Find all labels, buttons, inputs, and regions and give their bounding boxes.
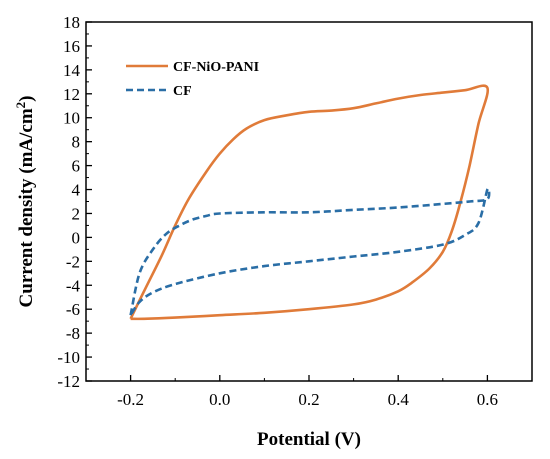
y-tick-label: 6	[72, 157, 81, 176]
y-tick-label: 12	[63, 85, 80, 104]
y-tick-label: -6	[66, 300, 80, 319]
y-axis-title-main: Current density (mA/cm	[16, 108, 37, 307]
y-tick-label: -4	[66, 276, 81, 295]
x-axis-ticks: -0.2 0.0 0.2 0.4 0.6	[85, 375, 533, 409]
x-tick-label: 0.2	[298, 390, 319, 409]
y-tick-label: 14	[63, 61, 81, 80]
y-tick-label: -8	[66, 324, 80, 343]
series-line-cf-nio-pani	[129, 84, 490, 321]
y-tick-label: 8	[72, 133, 81, 152]
x-tick-label: 0.0	[209, 390, 230, 409]
x-tick-label: 0.6	[477, 390, 498, 409]
y-axis-title: Current density (mA/cm2)	[13, 96, 38, 308]
y-tick-label: 4	[72, 181, 81, 200]
legend: CF-NiO-PANI CF	[126, 60, 259, 99]
legend-label-cf-nio-pani: CF-NiO-PANI	[173, 60, 259, 75]
y-tick-label: -2	[66, 252, 80, 271]
y-axis-ticks: -12 -10 -8 -6 -4 -2 0 2 4 6 8 10 12 14 16 18	[57, 13, 92, 391]
series-line-cf	[129, 187, 491, 316]
y-tick-label: 0	[72, 228, 81, 247]
y-axis-title-superscript: 2	[13, 102, 28, 109]
y-tick-label: 18	[63, 13, 80, 32]
x-tick-label: 0.4	[388, 390, 410, 409]
y-tick-label: -12	[57, 372, 80, 391]
y-tick-label: -10	[57, 348, 80, 367]
y-tick-label: 10	[63, 109, 80, 128]
y-tick-label: 2	[72, 204, 81, 223]
legend-label-cf: CF	[173, 84, 192, 99]
y-axis-title-close: )	[16, 96, 37, 102]
x-tick-label: -0.2	[117, 390, 144, 409]
y-tick-label: 16	[63, 37, 80, 56]
series-curves	[129, 84, 491, 321]
x-axis-title: Potential (V)	[257, 429, 361, 450]
plot-frame	[85, 21, 533, 382]
